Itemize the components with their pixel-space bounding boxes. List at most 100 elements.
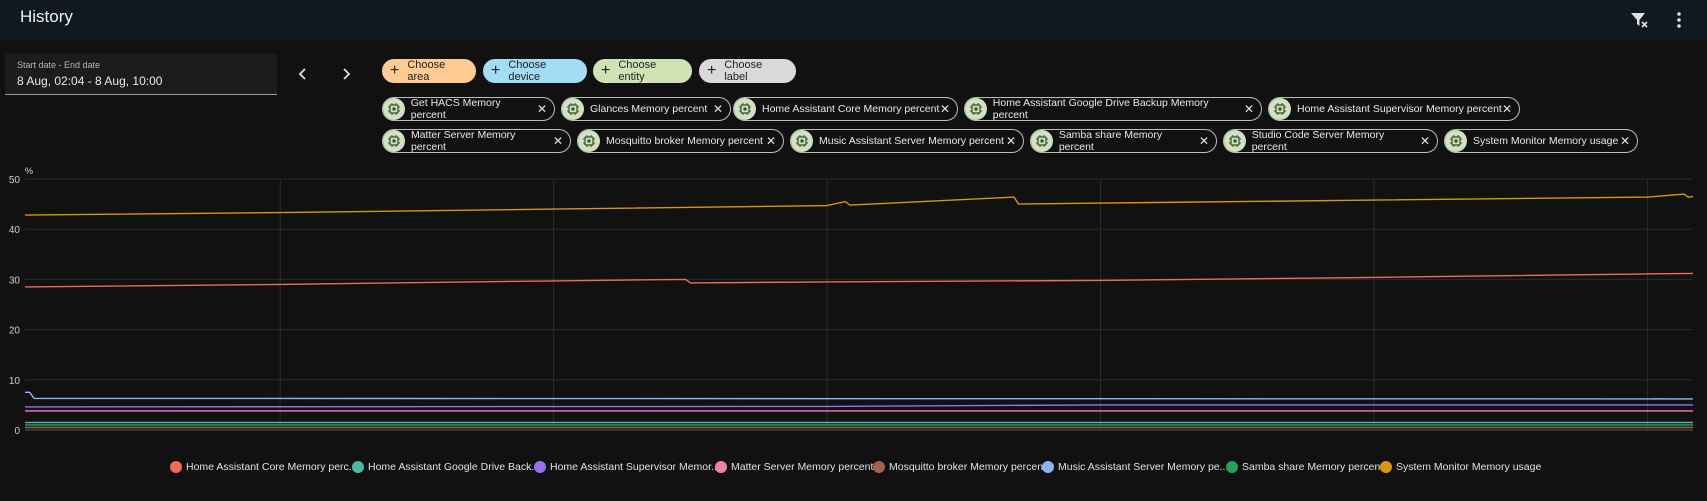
chip-icon xyxy=(791,130,813,152)
legend-swatch xyxy=(1042,461,1054,473)
legend-item[interactable]: Home Assistant Supervisor Memor... xyxy=(534,458,720,476)
chip-icon xyxy=(383,98,405,120)
entity-chip[interactable]: Studio Code Server Memory percent ✕ xyxy=(1223,129,1438,153)
choose-entity-label: Choose entity xyxy=(618,59,657,83)
close-icon[interactable]: ✕ xyxy=(939,102,950,116)
previous-period-icon[interactable] xyxy=(291,62,315,86)
plus-icon: + xyxy=(601,62,611,79)
legend-label: Matter Server Memory percent xyxy=(731,461,874,473)
plus-icon: + xyxy=(491,62,501,79)
choose-device-label: Choose device xyxy=(508,59,547,83)
legend-item[interactable]: System Monitor Memory usage xyxy=(1380,458,1541,476)
y-tick-label: 40 xyxy=(9,225,21,236)
entity-chip-label: Music Assistant Server Memory percent xyxy=(819,135,1004,147)
legend-label: Home Assistant Supervisor Memor... xyxy=(550,461,720,473)
close-icon[interactable]: ✕ xyxy=(765,134,776,148)
entity-chip[interactable]: Music Assistant Server Memory percent ✕ xyxy=(790,129,1024,153)
legend-swatch xyxy=(1380,461,1392,473)
entity-chip[interactable]: Home Assistant Core Memory percent ✕ xyxy=(733,97,958,121)
y-tick-label: 50 xyxy=(9,175,21,186)
entity-chip[interactable]: Mosquitto broker Memory percent ✕ xyxy=(577,129,784,153)
y-tick-label: 0 xyxy=(14,426,20,437)
chip-icon xyxy=(1445,130,1467,152)
y-tick-label: 20 xyxy=(9,326,21,337)
next-period-icon[interactable] xyxy=(334,62,358,86)
y-axis-unit: % xyxy=(25,166,33,176)
entity-chip-label: System Monitor Memory usage xyxy=(1473,135,1619,147)
close-icon[interactable]: ✕ xyxy=(536,102,547,116)
choose-label-label: Choose label xyxy=(724,59,763,83)
legend-swatch xyxy=(534,461,546,473)
entity-chip[interactable]: Matter Server Memory percent ✕ xyxy=(382,129,571,153)
entity-chip[interactable]: Home Assistant Google Drive Backup Memor… xyxy=(964,97,1262,121)
plus-icon: + xyxy=(707,62,717,79)
series-line xyxy=(24,193,1694,216)
close-icon[interactable]: ✕ xyxy=(712,102,723,116)
entity-chip-label: Samba share Memory percent xyxy=(1058,129,1163,153)
close-icon[interactable]: ✕ xyxy=(1198,134,1209,148)
chip-icon xyxy=(1224,130,1246,152)
entity-chip-label: Get HACS Memory percent xyxy=(410,97,501,121)
legend-swatch xyxy=(170,461,182,473)
date-range-label: Start date - End date xyxy=(17,60,101,70)
legend-item[interactable]: Mosquitto broker Memory percent xyxy=(873,458,1046,476)
date-range-picker[interactable]: Start date - End date 8 Aug, 02:04 - 8 A… xyxy=(5,53,277,95)
legend-swatch xyxy=(352,461,364,473)
entity-chip-label: Studio Code Server Memory percent xyxy=(1251,129,1385,153)
legend-item[interactable]: Home Assistant Core Memory perc... xyxy=(170,458,358,476)
entity-chip[interactable]: Samba share Memory percent ✕ xyxy=(1030,129,1217,153)
page-title: History xyxy=(20,7,73,26)
chip-icon xyxy=(1269,98,1291,120)
entity-chip-label: Home Assistant Google Drive Backup Memor… xyxy=(992,97,1209,121)
close-icon[interactable]: ✕ xyxy=(1243,102,1254,116)
choose-label-button[interactable]: + Choose label xyxy=(699,59,796,83)
legend-item[interactable]: Music Assistant Server Memory pe... xyxy=(1042,458,1228,476)
entity-chip[interactable]: Home Assistant Supervisor Memory percent… xyxy=(1268,97,1520,121)
plus-icon: + xyxy=(390,62,400,79)
chart-legend: Home Assistant Core Memory perc... Home A… xyxy=(0,458,1707,476)
choose-device-button[interactable]: + Choose device xyxy=(483,59,587,83)
chip-icon xyxy=(734,98,756,120)
legend-item[interactable]: Samba share Memory percent xyxy=(1226,458,1383,476)
app-toolbar: History xyxy=(0,0,1707,40)
entity-chip[interactable]: Get HACS Memory percent ✕ xyxy=(382,97,555,121)
clear-filter-icon[interactable] xyxy=(1627,8,1651,32)
series-line xyxy=(24,404,1693,408)
legend-swatch xyxy=(873,461,885,473)
series-line xyxy=(24,272,1694,288)
choose-entity-button[interactable]: + Choose entity xyxy=(593,59,692,83)
series-line xyxy=(25,391,1694,400)
legend-label: Home Assistant Google Drive Back... xyxy=(368,461,541,473)
chip-icon xyxy=(578,130,600,152)
legend-label: Home Assistant Core Memory perc... xyxy=(186,461,358,473)
close-icon[interactable]: ✕ xyxy=(1419,134,1430,148)
legend-swatch xyxy=(1226,461,1238,473)
entity-chip-label: Matter Server Memory percent xyxy=(410,129,516,153)
close-icon[interactable]: ✕ xyxy=(1619,134,1630,148)
legend-label: Samba share Memory percent xyxy=(1242,461,1384,473)
chip-icon xyxy=(383,130,405,152)
entity-chip-label: Home Assistant Core Memory percent xyxy=(762,103,940,115)
chip-icon xyxy=(562,98,584,120)
legend-item[interactable]: Home Assistant Google Drive Back... xyxy=(352,458,540,476)
entity-chip-label: Glances Memory percent xyxy=(590,103,708,115)
entity-chip-label: Mosquitto broker Memory percent xyxy=(606,135,763,147)
chip-icon xyxy=(1031,130,1053,152)
y-tick-label: 30 xyxy=(9,275,21,286)
entity-chip[interactable]: System Monitor Memory usage ✕ xyxy=(1444,129,1638,153)
choose-area-label: Choose area xyxy=(407,59,446,83)
close-icon[interactable]: ✕ xyxy=(1501,102,1512,116)
entity-chip-label: Home Assistant Supervisor Memory percent xyxy=(1297,103,1502,115)
choose-area-button[interactable]: + Choose area xyxy=(382,59,476,83)
close-icon[interactable]: ✕ xyxy=(552,134,563,148)
legend-swatch xyxy=(715,461,727,473)
close-icon[interactable]: ✕ xyxy=(1005,134,1016,148)
y-tick-label: 10 xyxy=(9,376,21,387)
entity-chip[interactable]: Glances Memory percent ✕ xyxy=(561,97,731,121)
legend-label: Mosquitto broker Memory percent xyxy=(889,461,1046,473)
legend-label: Music Assistant Server Memory pe... xyxy=(1058,461,1229,473)
legend-item[interactable]: Matter Server Memory percent xyxy=(715,458,873,476)
chip-icon xyxy=(965,98,987,120)
more-vertical-icon[interactable] xyxy=(1667,8,1691,32)
